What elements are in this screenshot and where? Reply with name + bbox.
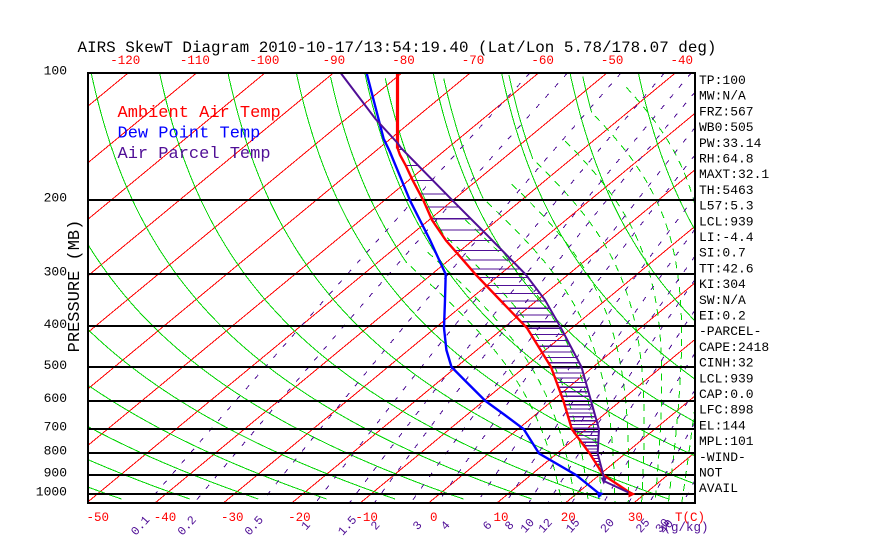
svg-text:-WIND-: -WIND- — [699, 450, 746, 465]
svg-text:500: 500 — [44, 358, 67, 373]
svg-text:30: 30 — [628, 511, 643, 525]
svg-text:MW:N/A: MW:N/A — [699, 89, 746, 104]
svg-text:TH:5463: TH:5463 — [699, 183, 754, 198]
svg-text:-50: -50 — [87, 511, 110, 525]
svg-text:MAXT:32.1: MAXT:32.1 — [699, 167, 769, 182]
svg-text:0: 0 — [430, 511, 438, 525]
svg-text:-40: -40 — [670, 54, 693, 68]
svg-text:CAP:0.0: CAP:0.0 — [699, 387, 754, 402]
svg-text:-50: -50 — [601, 54, 624, 68]
svg-text:(g/kg): (g/kg) — [663, 521, 708, 535]
svg-text:-30: -30 — [221, 511, 244, 525]
svg-text:300: 300 — [44, 264, 67, 279]
svg-text:EI:0.2: EI:0.2 — [699, 309, 746, 324]
svg-text:900: 900 — [44, 465, 67, 480]
svg-text:TP:100: TP:100 — [699, 73, 746, 88]
svg-text:200: 200 — [44, 190, 67, 205]
svg-text:Dew Point Temp: Dew Point Temp — [118, 125, 261, 144]
svg-text:400: 400 — [44, 317, 67, 332]
svg-text:1000: 1000 — [36, 485, 67, 500]
svg-text:10: 10 — [493, 511, 508, 525]
svg-text:SW:N/A: SW:N/A — [699, 293, 746, 308]
svg-text:WB0:505: WB0:505 — [699, 120, 754, 135]
svg-text:-60: -60 — [531, 54, 554, 68]
svg-text:TT:42.6: TT:42.6 — [699, 261, 754, 276]
svg-text:RH:64.8: RH:64.8 — [699, 152, 754, 167]
svg-text:800: 800 — [44, 444, 67, 459]
svg-text:20: 20 — [561, 511, 576, 525]
svg-text:KI:304: KI:304 — [699, 277, 746, 292]
svg-text:FRZ:567: FRZ:567 — [699, 104, 754, 119]
svg-text:-100: -100 — [249, 54, 279, 68]
svg-text:PRESSURE (MB): PRESSURE (MB) — [66, 220, 85, 353]
svg-text:-90: -90 — [323, 54, 346, 68]
svg-text:MPL:101: MPL:101 — [699, 434, 754, 449]
svg-text:Air Parcel Temp: Air Parcel Temp — [118, 145, 271, 164]
svg-text:T(C): T(C) — [675, 511, 705, 525]
svg-text:100: 100 — [44, 64, 67, 79]
svg-text:-120: -120 — [110, 54, 140, 68]
svg-text:-80: -80 — [392, 54, 415, 68]
svg-text:LCL:939: LCL:939 — [699, 371, 754, 386]
svg-text:700: 700 — [44, 419, 67, 434]
svg-text:-20: -20 — [288, 511, 311, 525]
svg-text:L57:5.3: L57:5.3 — [699, 199, 754, 214]
svg-text:EL:144: EL:144 — [699, 418, 746, 433]
svg-text:AIRS SkewT Diagram 2010-10-17/: AIRS SkewT Diagram 2010-10-17/13:54:19.4… — [78, 39, 717, 57]
svg-text:-40: -40 — [154, 511, 177, 525]
svg-text:LCL:939: LCL:939 — [699, 214, 754, 229]
svg-text:-110: -110 — [180, 54, 210, 68]
svg-text:CAPE:2418: CAPE:2418 — [699, 340, 769, 355]
svg-text:600: 600 — [44, 391, 67, 406]
svg-text:NOT: NOT — [699, 466, 723, 481]
svg-text:LI:-4.4: LI:-4.4 — [699, 230, 754, 245]
svg-text:-70: -70 — [462, 54, 485, 68]
svg-text:AVAIL: AVAIL — [699, 481, 738, 496]
svg-text:Ambient Air Temp: Ambient Air Temp — [118, 104, 281, 123]
svg-text:PW:33.14: PW:33.14 — [699, 136, 762, 151]
svg-text:-10: -10 — [355, 511, 378, 525]
svg-text:-PARCEL-: -PARCEL- — [699, 324, 761, 339]
svg-text:LFC:898: LFC:898 — [699, 403, 754, 418]
svg-text:CINH:32: CINH:32 — [699, 356, 754, 371]
svg-text:SI:0.7: SI:0.7 — [699, 246, 746, 261]
